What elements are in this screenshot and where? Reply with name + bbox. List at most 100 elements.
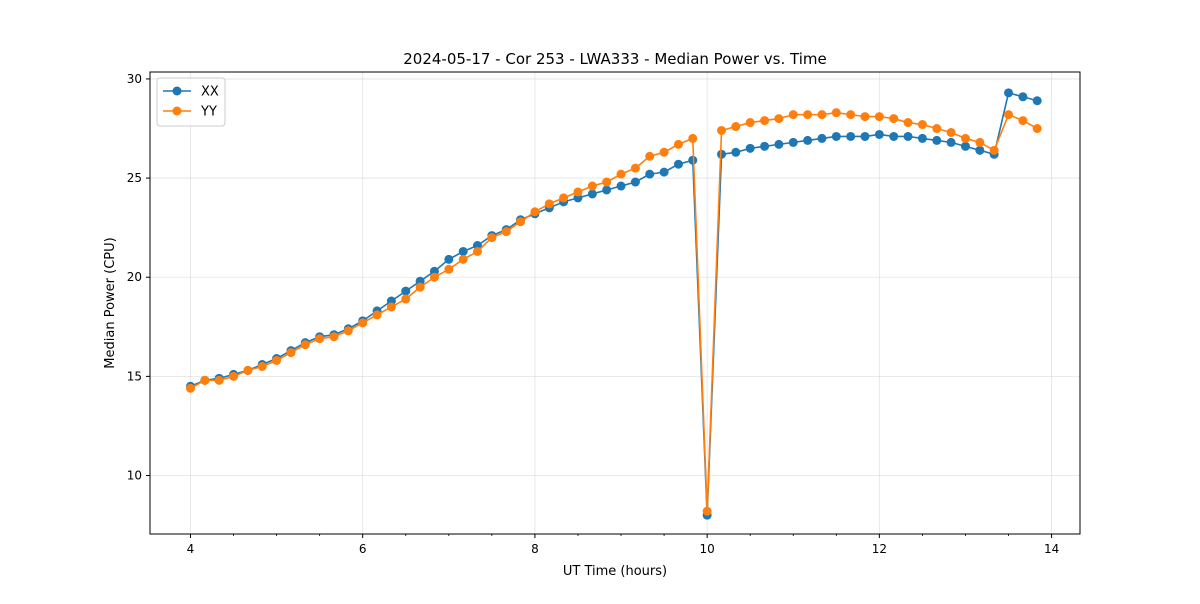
plot-frame [149,71,1081,535]
data-point-yy [415,282,425,292]
data-point-yy [401,294,411,304]
data-point-xx [917,133,927,143]
data-point-yy [1018,116,1028,126]
data-point-yy [559,193,569,203]
data-point-yy [989,145,999,155]
data-point-yy [874,112,884,122]
data-point-yy [889,114,899,124]
data-point-xx [774,139,784,149]
data-point-yy [946,127,956,137]
data-point-yy [200,375,210,385]
data-point-yy [616,169,626,179]
data-point-yy [846,110,856,120]
data-point-yy [587,181,597,191]
data-point-xx [932,135,942,145]
data-point-yy [516,217,526,227]
x-tick-label: 14 [1044,542,1059,556]
data-point-xx [688,155,698,165]
data-point-yy [458,254,468,264]
data-point-yy [817,110,827,120]
legend-label-xx: XX [201,85,219,100]
x-tick-label: 4 [187,542,195,556]
data-point-yy [444,264,454,274]
data-point-xx [1004,88,1014,98]
legend-marker-xx [172,86,182,96]
data-point-yy [243,365,253,375]
data-point-yy [717,125,727,135]
data-point-xx [731,147,741,157]
data-point-yy [659,147,669,157]
y-tick-label: 30 [127,72,142,86]
data-point-xx [401,286,411,296]
data-point-xx [788,137,798,147]
data-point-yy [257,361,267,371]
data-point-xx [831,131,841,141]
data-point-yy [602,177,612,187]
data-point-xx [903,131,913,141]
data-point-xx [659,167,669,177]
legend-marker-yy [172,106,182,116]
data-point-yy [760,116,770,126]
chart-title: 2024-05-17 - Cor 253 - LWA333 - Median P… [403,50,827,68]
data-point-yy [229,371,239,381]
data-point-yy [630,163,640,173]
x-tick-label: 6 [359,542,367,556]
x-tick-label: 12 [872,542,887,556]
data-series [185,88,1042,520]
data-point-yy [860,112,870,122]
data-point-yy [343,326,353,336]
data-point-xx [975,145,985,155]
data-point-xx [645,169,655,179]
y-tick-label: 10 [127,469,142,483]
data-point-xx [587,189,597,199]
data-point-xx [874,129,884,139]
data-point-xx [458,246,468,256]
legend: XX YY [156,77,226,127]
data-point-yy [932,124,942,134]
data-point-yy [731,122,741,132]
plot-area-background [150,72,1080,534]
data-point-xx [630,177,640,187]
axis-ticks: 4 6 8 10 12 14 10 15 20 25 30 [127,72,1060,556]
data-point-yy [329,332,339,342]
x-axis-label: UT Time (hours) [563,564,667,579]
data-point-xx [960,141,970,151]
data-point-yy [530,207,540,217]
y-axis-label: Median Power (CPU) [103,237,118,368]
legend-label-yy: YY [200,105,217,120]
data-point-xx [1018,92,1028,102]
data-point-yy [917,120,927,130]
data-point-xx [616,181,626,191]
y-tick-label: 20 [127,270,142,284]
data-point-yy [300,340,310,350]
data-point-yy [1032,124,1042,134]
data-point-xx [889,131,899,141]
data-point-xx [444,254,454,264]
data-point-yy [774,114,784,124]
data-point-xx [860,131,870,141]
data-point-xx [1032,96,1042,106]
series-yy [185,108,1042,516]
data-point-yy [358,318,368,328]
data-point-yy [386,302,396,312]
data-point-yy [688,133,698,143]
data-point-yy [472,246,482,256]
data-point-yy [544,199,554,209]
data-point-xx [846,131,856,141]
data-point-xx [745,143,755,153]
data-point-yy [1004,110,1014,120]
grid-lines [150,72,1080,534]
data-point-yy [803,110,813,120]
data-point-yy [315,334,325,344]
data-point-yy [185,383,195,393]
data-point-xx [946,137,956,147]
data-point-yy [372,310,382,320]
data-point-yy [501,227,511,237]
data-point-xx [817,133,827,143]
data-point-yy [573,187,583,197]
data-point-xx [717,149,727,159]
data-point-yy [788,110,798,120]
data-point-yy [645,151,655,161]
